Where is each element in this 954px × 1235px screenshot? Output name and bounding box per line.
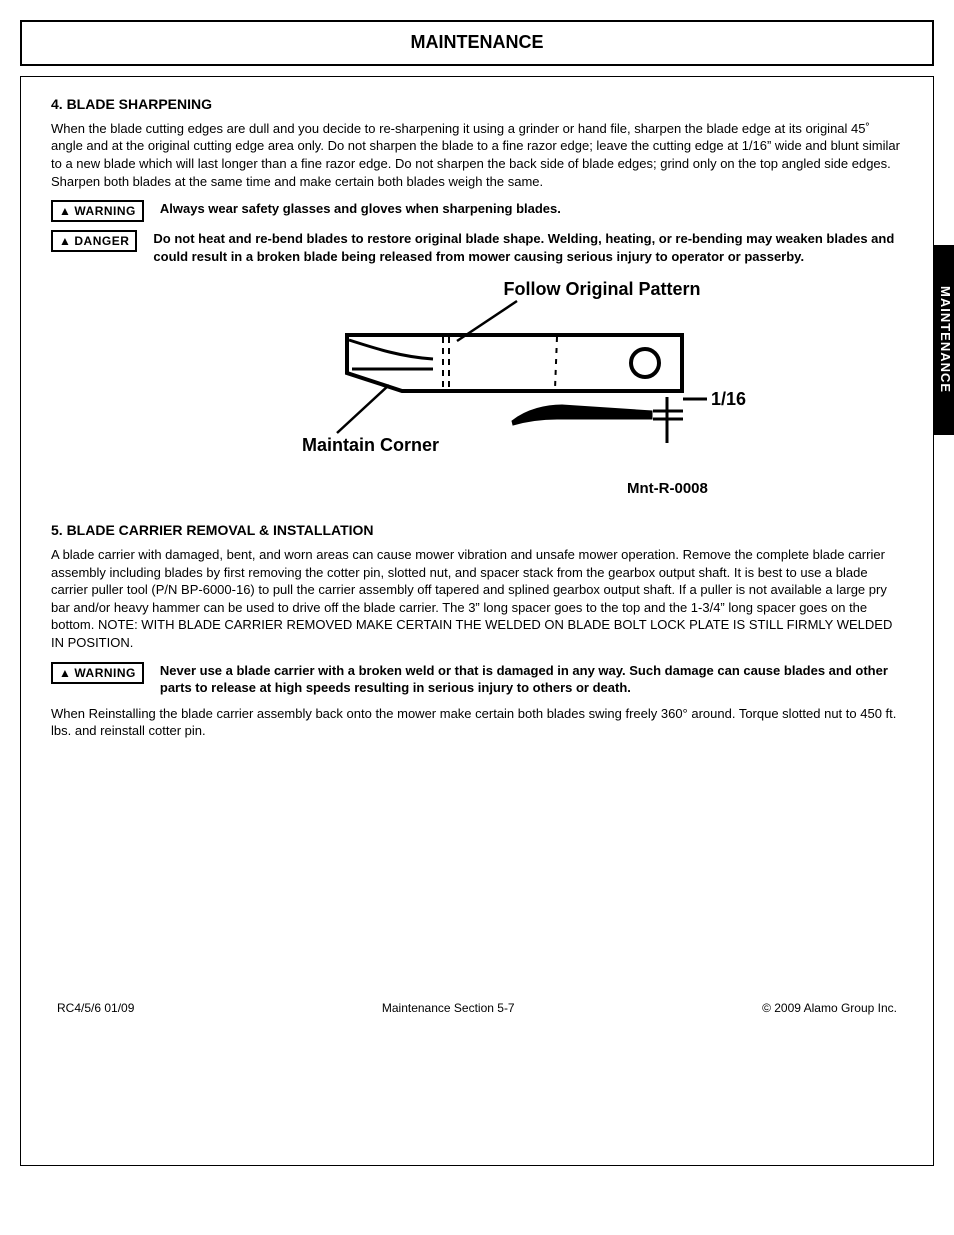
- alert-triangle-icon: ▲: [59, 665, 71, 681]
- footer-left: RC4/5/6 01/09: [57, 1000, 134, 1016]
- side-tab: MAINTENANCE: [933, 245, 954, 435]
- section2-heading: 5. BLADE CARRIER REMOVAL & INSTALLATION: [51, 521, 903, 540]
- figure-id: Mnt-R-0008: [627, 480, 708, 497]
- warning-row-1: ▲WARNING Always wear safety glasses and …: [51, 200, 903, 222]
- section1-heading: 4. BLADE SHARPENING: [51, 95, 903, 114]
- content-frame: MAINTENANCE 4. BLADE SHARPENING When the…: [20, 76, 934, 1166]
- warning-text-1: Always wear safety glasses and gloves wh…: [160, 200, 903, 218]
- warning-row-2: ▲WARNING Never use a blade carrier with …: [51, 662, 903, 697]
- danger-row: ▲ DANGER Do not heat and re-bend blades …: [51, 230, 903, 265]
- section2-para2: When Reinstalling the blade carrier asse…: [51, 705, 903, 740]
- blade-diagram-svg: Follow Original Pattern Maintain Corner: [197, 273, 757, 503]
- danger-badge: ▲ DANGER: [51, 230, 137, 252]
- header-box: MAINTENANCE: [20, 20, 934, 66]
- footer-center: Maintenance Section 5-7: [134, 1000, 762, 1016]
- warning-badge-1: ▲WARNING: [51, 200, 144, 222]
- footer: RC4/5/6 01/09 Maintenance Section 5-7 © …: [51, 1000, 903, 1016]
- blade-figure: Follow Original Pattern Maintain Corner: [51, 273, 903, 503]
- warning-text-2: Never use a blade carrier with a broken …: [160, 662, 903, 697]
- footer-right: © 2009 Alamo Group Inc.: [762, 1000, 897, 1016]
- section1-intro: When the blade cutting edges are dull an…: [51, 120, 903, 190]
- page-title: MAINTENANCE: [22, 22, 932, 64]
- figure-dimension: 1/16: [711, 389, 746, 409]
- section2-para1: A blade carrier with damaged, bent, and …: [51, 546, 903, 651]
- figure-label-top: Follow Original Pattern: [503, 279, 700, 299]
- alert-triangle-icon: ▲: [59, 203, 71, 219]
- figure-label-left: Maintain Corner: [302, 435, 439, 455]
- danger-text: Do not heat and re-bend blades to restor…: [153, 230, 903, 265]
- warning-badge-2: ▲WARNING: [51, 662, 144, 684]
- alert-triangle-icon: ▲: [59, 233, 71, 249]
